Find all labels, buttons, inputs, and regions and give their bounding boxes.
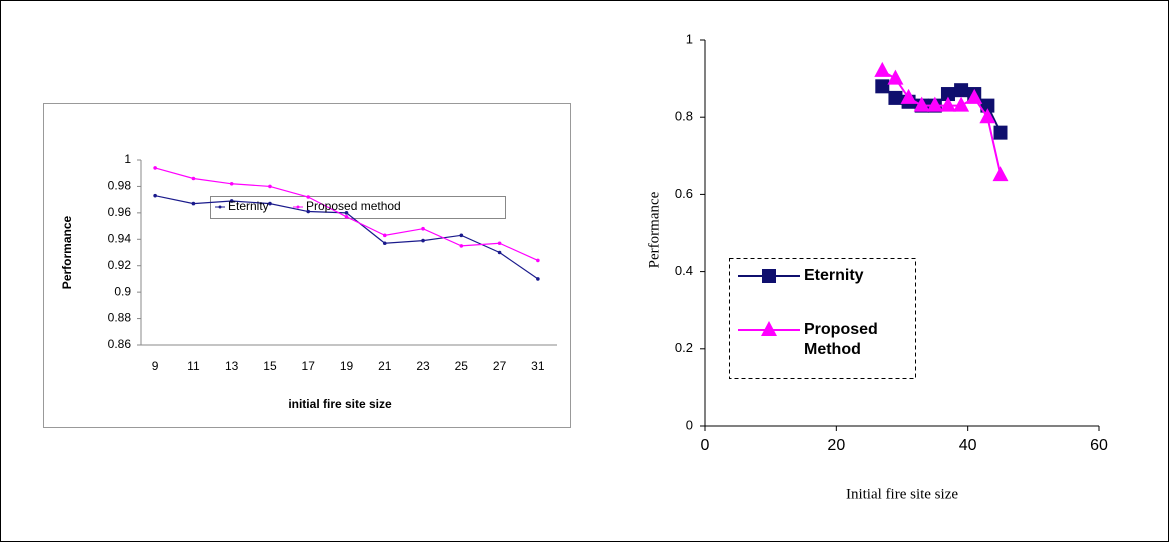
x-tick-label: 11 bbox=[187, 359, 200, 373]
data-point bbox=[926, 96, 943, 112]
data-point bbox=[966, 88, 983, 104]
y-tick-label: 0.98 bbox=[108, 179, 132, 193]
data-point bbox=[344, 215, 349, 219]
y-tick-label: 0.94 bbox=[108, 231, 132, 245]
y-axis-label: Performance bbox=[60, 215, 74, 289]
data-point bbox=[268, 201, 272, 206]
x-tick-label: 21 bbox=[378, 359, 392, 373]
x-tick-label: 17 bbox=[302, 359, 316, 373]
data-point bbox=[229, 181, 234, 186]
x-tick-label: 27 bbox=[493, 359, 507, 373]
data-point bbox=[191, 201, 196, 206]
y-axis-label: Performance bbox=[646, 191, 662, 268]
data-point bbox=[497, 250, 502, 255]
legend-marker bbox=[761, 321, 777, 336]
legend-box bbox=[729, 258, 916, 379]
legend-label: Eternity bbox=[804, 267, 864, 284]
data-point bbox=[940, 87, 955, 102]
x-axis-label: initial fire site size bbox=[288, 397, 392, 411]
data-point bbox=[382, 241, 387, 246]
data-point bbox=[954, 83, 969, 98]
y-tick-label: 0.92 bbox=[108, 258, 132, 272]
data-point bbox=[497, 241, 502, 246]
legend-marker bbox=[762, 269, 776, 283]
x-tick-label: 25 bbox=[455, 359, 469, 373]
x-tick-label: 60 bbox=[1090, 437, 1108, 454]
x-tick-label: 19 bbox=[340, 359, 354, 373]
y-tick-label: 0.6 bbox=[675, 186, 693, 201]
x-tick-label: 13 bbox=[225, 359, 239, 373]
data-point bbox=[459, 233, 464, 238]
data-point bbox=[913, 96, 930, 112]
y-tick-label: 0.86 bbox=[108, 337, 132, 351]
data-point bbox=[993, 125, 1008, 140]
data-point bbox=[153, 166, 157, 170]
y-tick-label: 0.88 bbox=[108, 311, 132, 325]
legend-marker bbox=[218, 205, 222, 209]
data-point bbox=[421, 238, 425, 243]
data-point bbox=[939, 96, 956, 112]
x-tick-label: 15 bbox=[263, 359, 277, 373]
x-tick-label: 31 bbox=[531, 359, 545, 373]
data-point bbox=[536, 277, 540, 281]
data-point bbox=[382, 233, 387, 238]
data-point bbox=[229, 199, 234, 203]
x-tick-label: 23 bbox=[416, 359, 430, 373]
data-point bbox=[874, 61, 891, 77]
data-point bbox=[953, 96, 970, 112]
legend-marker bbox=[296, 205, 300, 209]
x-tick-label: 40 bbox=[959, 437, 977, 454]
y-tick-label: 1 bbox=[686, 31, 693, 46]
data-point bbox=[191, 176, 196, 181]
y-tick-label: 0.9 bbox=[114, 284, 131, 298]
x-tick-label: 20 bbox=[827, 437, 845, 454]
legend-label: Eternity bbox=[228, 199, 269, 213]
data-point bbox=[153, 193, 157, 198]
data-point bbox=[887, 69, 904, 85]
data-point bbox=[306, 209, 311, 214]
data-point bbox=[888, 90, 903, 105]
data-point bbox=[306, 195, 311, 199]
legend-box bbox=[210, 196, 506, 219]
y-tick-label: 0.4 bbox=[675, 263, 693, 278]
data-point bbox=[875, 79, 890, 94]
x-axis-label: Initial fire site size bbox=[846, 486, 958, 502]
y-tick-label: 0 bbox=[686, 417, 693, 432]
legend-label: Proposed Method bbox=[804, 321, 878, 358]
data-point bbox=[900, 88, 917, 104]
x-tick-label: 9 bbox=[152, 359, 159, 373]
y-tick-label: 1 bbox=[124, 152, 131, 166]
y-tick-label: 0.2 bbox=[675, 340, 693, 355]
data-point bbox=[344, 211, 349, 215]
data-point bbox=[980, 98, 995, 113]
chart-frame bbox=[43, 103, 571, 428]
data-point bbox=[979, 108, 996, 124]
data-point bbox=[459, 244, 464, 248]
data-line bbox=[881, 70, 1002, 176]
y-tick-label: 0.96 bbox=[108, 205, 132, 219]
data-point bbox=[992, 166, 1009, 182]
legend-label: Proposed method bbox=[306, 199, 401, 213]
y-tick-label: 0.8 bbox=[675, 109, 693, 124]
data-point bbox=[268, 184, 272, 189]
x-tick-label: 0 bbox=[701, 437, 710, 454]
data-point bbox=[536, 258, 540, 263]
data-point bbox=[421, 226, 425, 231]
